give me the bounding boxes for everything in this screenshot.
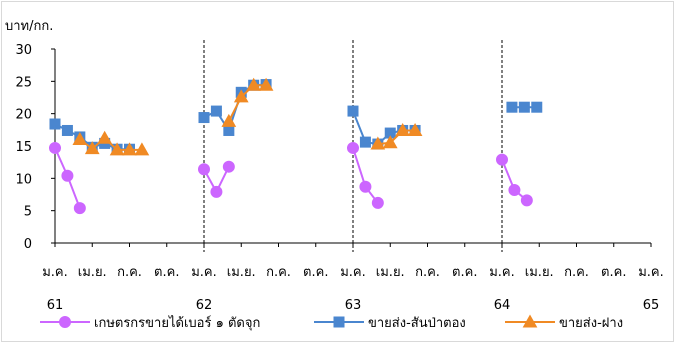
data-point <box>506 101 518 113</box>
series-2 <box>49 79 543 155</box>
y-tick-label: 10 <box>15 172 32 187</box>
data-point <box>221 113 237 127</box>
data-point <box>84 141 100 155</box>
x-tick-label: ม.ค. <box>638 265 664 280</box>
data-point <box>198 112 210 124</box>
data-point <box>407 122 423 136</box>
data-point <box>359 180 372 193</box>
series-1 <box>49 141 533 215</box>
legend: เกษตรกรขายได้เบอร์ ๑ ตัดจุก ขายส่ง-สันป่า… <box>40 314 623 331</box>
data-point <box>198 163 210 176</box>
x-tick-label: เม.ย. <box>78 265 107 280</box>
legend-marker <box>59 316 71 328</box>
x-tick-label: ต.ค. <box>303 265 328 280</box>
data-point <box>258 77 274 91</box>
data-point <box>359 136 371 148</box>
y-tick-label: 30 <box>15 43 32 58</box>
x-tick-label: ก.ค. <box>415 265 440 280</box>
x-tick-label: เม.ย. <box>376 265 405 280</box>
data-point <box>61 169 74 182</box>
data-point <box>347 141 359 154</box>
y-tick-label: 20 <box>15 108 32 123</box>
data-point <box>370 136 386 150</box>
legend-label: ขายส่ง-สันป่าตอง <box>368 316 466 331</box>
data-point <box>61 124 73 136</box>
data-point <box>73 202 86 215</box>
x-tick-label: ต.ค. <box>154 265 179 280</box>
x-tick-label: ก.ค. <box>564 265 589 280</box>
data-point <box>109 142 125 156</box>
data-point <box>210 185 223 198</box>
data-point <box>508 183 521 196</box>
data-point <box>49 141 61 154</box>
series-3 <box>72 77 423 156</box>
y-tick-label: 5 <box>24 205 32 220</box>
x-tick-label: ม.ค. <box>340 265 366 280</box>
data-point <box>531 101 543 113</box>
x-year-label: 62 <box>196 298 213 313</box>
series-line <box>377 129 416 146</box>
x-tick-label: ต.ค. <box>601 265 626 280</box>
x-year-label: 65 <box>643 298 660 313</box>
x-tick-label: ม.ค. <box>42 265 68 280</box>
x-tick-label: ก.ค. <box>266 265 291 280</box>
data-point <box>49 118 61 130</box>
data-point <box>496 153 508 166</box>
axes: 0 5 10 15 20 25 30 ม.ค. เม.ย. ก.ค. ต.ค. ม.ค. เม.ย. ก.… <box>15 43 663 313</box>
x-tick-label: ก.ค. <box>117 265 142 280</box>
data-point <box>395 122 411 136</box>
y-axis-label: บาท/กก. <box>5 19 53 34</box>
data-point <box>347 105 359 117</box>
series-group <box>49 77 543 215</box>
y-tick-label: 15 <box>15 140 32 155</box>
data-point <box>371 196 384 209</box>
data-point <box>520 194 533 207</box>
x-tick-label: เม.ย. <box>227 265 256 280</box>
series-line <box>352 147 379 204</box>
y-tick-label: 0 <box>24 237 32 252</box>
x-tick-label: เม.ย. <box>525 265 554 280</box>
x-year-label: 61 <box>47 298 64 313</box>
data-point <box>122 142 137 156</box>
series-line <box>227 84 267 122</box>
x-year-label: 64 <box>494 298 511 313</box>
legend-label: เกษตรกรขายได้เบอร์ ๑ ตัดจุก <box>94 315 260 331</box>
data-point <box>223 124 235 136</box>
data-point <box>97 130 113 144</box>
x-tick-label: ต.ค. <box>452 265 477 280</box>
data-point <box>210 105 222 117</box>
legend-marker <box>522 314 538 328</box>
data-point <box>222 160 235 173</box>
legend-label: ขายส่ง-ฝาง <box>559 316 623 331</box>
data-point <box>518 101 530 113</box>
data-point <box>134 142 150 156</box>
x-tick-label: ม.ค. <box>191 265 217 280</box>
data-point <box>382 135 398 149</box>
y-tick-label: 25 <box>15 75 32 90</box>
data-point <box>246 77 262 91</box>
legend-marker <box>333 316 345 328</box>
data-point <box>233 89 249 103</box>
x-tick-label: ม.ค. <box>489 265 515 280</box>
data-point <box>72 132 88 146</box>
x-year-label: 63 <box>345 298 362 313</box>
